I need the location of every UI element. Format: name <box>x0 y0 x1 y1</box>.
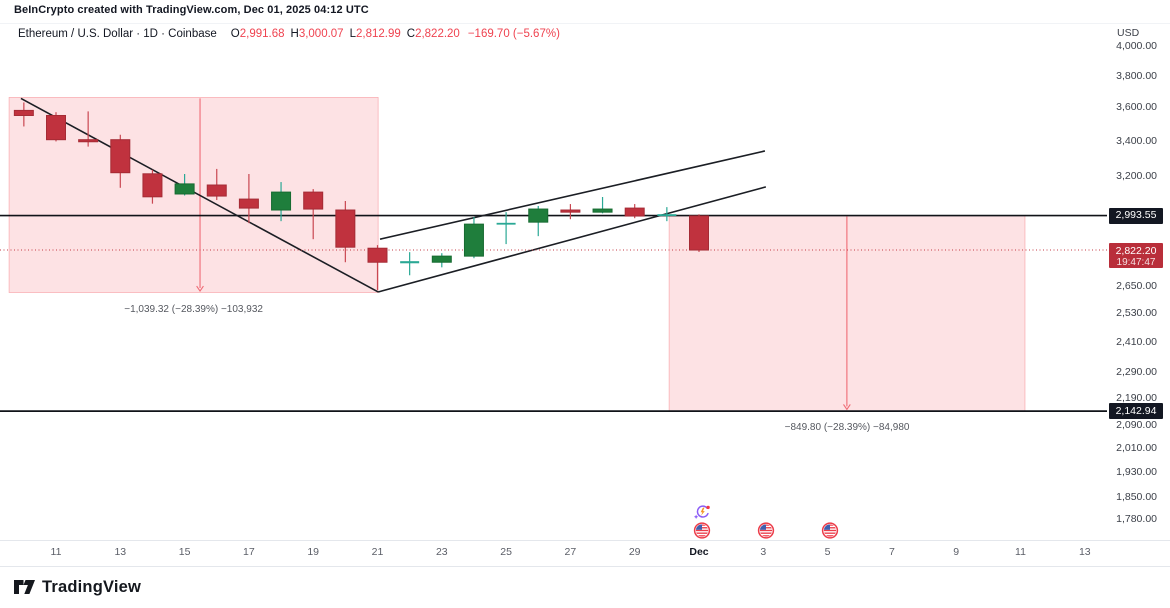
candle-body-nov-16[interactable] <box>206 184 227 197</box>
axis-currency-label: USD <box>1117 27 1140 39</box>
time-tick-29: 29 <box>628 546 641 558</box>
ohlc-key-o: O <box>230 28 240 40</box>
time-tick-dec: Dec <box>689 546 709 558</box>
candle-body-nov-24[interactable] <box>463 223 484 257</box>
time-tick-27: 27 <box>564 546 577 558</box>
economic-event-marker-1[interactable] <box>693 522 710 539</box>
projection-measure-label-1: −1,039.32 (−28.39%) −103,932 <box>124 303 263 315</box>
candle-body-nov-22[interactable] <box>400 261 420 264</box>
ohlc-value-h: 3,000.07 <box>298 28 344 40</box>
price-tick-4000: 4,000.00 <box>1116 39 1157 52</box>
symbol-title[interactable]: Ethereum / U.S. Dollar · 1D · Coinbase <box>18 28 217 40</box>
footer-separator <box>0 566 1170 567</box>
time-tick-13: 13 <box>1078 546 1091 558</box>
time-tick-23: 23 <box>435 546 448 558</box>
candle-body-nov-28[interactable] <box>592 208 613 213</box>
bar-countdown: 19:47:47 <box>1116 256 1156 268</box>
last-price-label[interactable]: 2,822.20 19:47:47 <box>1109 243 1163 269</box>
price-tick-3400: 3,400.00 <box>1116 134 1157 147</box>
time-tick-5: 5 <box>824 546 831 558</box>
projection-arrowhead-2 <box>843 404 851 411</box>
time-tick-21: 21 <box>371 546 384 558</box>
price-line-label-1[interactable]: 2,993.55 <box>1109 207 1163 224</box>
candle-body-nov-15[interactable] <box>174 183 195 195</box>
price-axis[interactable]: USD 4,000.00 3,800.00 3,600.00 3,400.00 3,20… <box>1105 0 1170 567</box>
change-readout: −169.70 (−5.67%) <box>467 28 560 40</box>
time-axis[interactable]: 11 13 15 17 19 21 23 25 27 29 Dec 3 5 7 9 11 13 <box>0 541 1105 567</box>
crypto-event-marker[interactable] <box>693 504 710 521</box>
price-tick-2530: 2,530.00 <box>1116 307 1157 320</box>
price-tick-2190: 2,190.00 <box>1116 391 1157 404</box>
time-axis-separator <box>0 540 1170 541</box>
ohlc-key-c: C <box>406 28 416 40</box>
price-tick-2290: 2,290.00 <box>1116 365 1157 378</box>
time-tick-25: 25 <box>500 546 512 558</box>
candle-body-nov-21[interactable] <box>367 247 388 263</box>
candle-body-nov-11[interactable] <box>46 114 66 141</box>
candle-body-nov-12[interactable] <box>78 139 99 143</box>
time-tick-13: 13 <box>114 546 127 558</box>
candle-body-nov-10[interactable] <box>13 109 34 116</box>
ohlc-value-l: 2,812.99 <box>355 28 401 40</box>
price-tick-3600: 3,600.00 <box>1116 101 1157 114</box>
ohlc-key-h: H <box>290 28 299 40</box>
price-tick-3200: 3,200.00 <box>1116 170 1157 183</box>
price-tick-3800: 3,800.00 <box>1116 69 1157 82</box>
header-separator <box>0 23 1170 24</box>
price-tick-1930: 1,930.00 <box>1116 465 1157 478</box>
time-tick-11: 11 <box>1015 546 1026 558</box>
candle-body-nov-23[interactable] <box>431 255 452 263</box>
price-tick-2650: 2,650.00 <box>1116 280 1157 293</box>
time-tick-15: 15 <box>178 546 191 558</box>
us-flag-icon <box>693 522 710 539</box>
price-tick-1850: 1,850.00 <box>1116 490 1157 503</box>
attribution-header: BeInCrypto created with TradingView.com,… <box>14 4 369 16</box>
projection-arrowhead-1 <box>196 285 204 293</box>
wedge-lower-line[interactable] <box>377 186 767 293</box>
candle-body-nov-30[interactable] <box>657 214 677 216</box>
candle-body-dec-1[interactable] <box>689 215 709 251</box>
us-flag-icon <box>757 522 774 539</box>
downtrend-line[interactable] <box>20 97 379 293</box>
ohlc-value-o: 2,991.68 <box>239 28 285 40</box>
time-tick-11: 11 <box>50 546 62 558</box>
candle-body-nov-20[interactable] <box>335 209 356 248</box>
last-price-value: 2,822.20 <box>1115 244 1157 257</box>
footer-bar: TradingView <box>0 567 1170 608</box>
economic-event-marker-3[interactable] <box>821 522 839 539</box>
symbol-legend: Ethereum / U.S. Dollar · 1D · Coinbase O2… <box>18 28 560 42</box>
candle-body-nov-27[interactable] <box>560 209 581 213</box>
tradingview-logo-icon <box>14 580 35 594</box>
tradingview-logo[interactable]: TradingView <box>13 577 141 597</box>
time-tick-19: 19 <box>307 546 320 558</box>
time-tick-7: 7 <box>888 546 895 558</box>
candle-body-nov-14[interactable] <box>142 173 163 198</box>
price-tick-2090: 2,090.00 <box>1116 419 1157 432</box>
us-flag-icon <box>821 522 839 539</box>
ohlc-key-l: L <box>349 28 356 40</box>
ohlc-value-c: 2,822.20 <box>415 28 460 40</box>
candle-body-nov-26[interactable] <box>528 208 549 223</box>
candle-body-nov-17[interactable] <box>238 198 259 209</box>
economic-event-marker-2[interactable] <box>757 522 774 539</box>
candle-body-nov-18[interactable] <box>271 191 292 211</box>
chart-pane[interactable] <box>0 0 1170 567</box>
time-tick-3: 3 <box>760 546 767 558</box>
price-line-label-2[interactable]: 2,142.94 <box>1109 403 1163 420</box>
price-tick-2010: 2,010.00 <box>1116 442 1157 455</box>
time-tick-9: 9 <box>953 546 960 558</box>
candle-body-nov-13[interactable] <box>110 139 131 174</box>
projection-measure-label-2: −849.80 (−28.39%) −84,980 <box>784 421 910 433</box>
wedge-upper-line[interactable] <box>379 150 766 240</box>
candle-body-nov-29[interactable] <box>624 207 645 217</box>
crypto-event-icon <box>693 505 710 519</box>
price-tick-1780: 1,780.00 <box>1116 513 1157 526</box>
candle-body-nov-25[interactable] <box>496 222 516 225</box>
candle-body-nov-19[interactable] <box>303 191 324 210</box>
ohlc-values: O2,991.68 H3,000.07 L2,812.99 C2,822.20 <box>225 28 460 40</box>
price-tick-2410: 2,410.00 <box>1116 335 1157 348</box>
time-tick-17: 17 <box>243 546 255 558</box>
tradingview-logo-text: TradingView <box>42 577 142 596</box>
